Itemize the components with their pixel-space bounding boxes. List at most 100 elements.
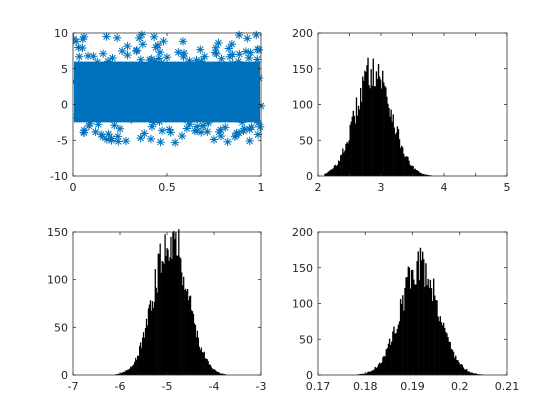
scatter-point	[178, 37, 188, 46]
histogram-bar	[133, 364, 135, 375]
y-tick-label: 0	[306, 170, 313, 183]
scatter-point	[249, 83, 258, 92]
histogram-bar	[347, 143, 349, 176]
histogram-bar	[375, 368, 378, 375]
histogram-bar	[391, 341, 393, 375]
x-tick-label: 0.21	[495, 380, 520, 393]
scatter-point	[115, 124, 125, 134]
scatter-point	[198, 121, 208, 131]
histogram-bar	[416, 261, 418, 375]
scatter-point	[149, 118, 158, 127]
histogram-bar	[377, 364, 380, 375]
scatter-point	[106, 93, 115, 103]
histogram-bar	[397, 129, 400, 176]
histogram-bar	[191, 311, 194, 375]
histogram-bar	[185, 291, 188, 375]
x-tick-label: 2	[315, 181, 322, 194]
histogram-bar	[127, 369, 129, 375]
histogram-bar	[409, 164, 411, 176]
histogram-bar	[475, 373, 478, 375]
histogram-bars	[324, 57, 433, 176]
histogram-bar	[340, 155, 342, 176]
histogram-bar	[411, 165, 413, 176]
histogram-bar	[121, 372, 123, 375]
histogram-bar	[365, 72, 367, 176]
histogram-bar	[160, 272, 162, 375]
histogram-bar	[406, 156, 408, 176]
histogram-bar	[412, 166, 414, 176]
scatter-point	[81, 85, 91, 94]
x-tick-label: 0.5	[158, 181, 176, 194]
histogram-bar	[432, 278, 435, 375]
histogram-bar	[397, 324, 400, 375]
histogram-bar	[221, 373, 223, 375]
histogram-bar	[188, 296, 191, 375]
histogram-bar	[177, 255, 179, 375]
histogram-bar	[455, 355, 457, 375]
histogram-bar	[353, 115, 356, 176]
scatter-point	[75, 52, 84, 61]
scatter-point	[134, 80, 143, 89]
histogram-bar	[468, 371, 470, 375]
histogram-bar	[167, 249, 169, 375]
histogram-bar	[472, 373, 475, 375]
histogram-bar	[421, 251, 424, 375]
histogram-bar	[382, 70, 384, 176]
histogram-bar	[170, 236, 172, 375]
histogram-bar	[392, 114, 394, 176]
scatter-point	[179, 52, 188, 62]
scatter-point	[189, 103, 198, 112]
histogram-bar	[413, 279, 415, 375]
histogram-bar	[218, 372, 220, 375]
histogram-bar	[453, 357, 456, 375]
scatter-point	[226, 113, 236, 123]
histogram-bar	[200, 347, 202, 375]
scatter-point	[149, 86, 159, 95]
x-tick-label: 3	[378, 181, 385, 194]
histogram-bar	[339, 161, 341, 176]
histogram-bar	[375, 71, 378, 176]
histogram-bar	[384, 356, 386, 375]
histogram-bar	[343, 152, 345, 176]
histogram-bar	[217, 371, 219, 375]
histogram-bar	[407, 156, 409, 176]
histogram-bar	[330, 169, 332, 176]
histogram-bar	[436, 300, 438, 375]
scatter-point	[83, 51, 93, 61]
histogram-bar	[182, 285, 184, 375]
scatter-point	[179, 64, 189, 73]
histogram-bars	[114, 229, 227, 375]
histogram-bar	[196, 330, 199, 375]
histogram-bar	[402, 147, 404, 176]
scatter-point	[147, 122, 157, 131]
scatter-point	[145, 55, 154, 65]
x-tick-label: -6	[115, 380, 126, 393]
x-tick-label: 4	[441, 181, 448, 194]
scatter-point	[198, 111, 207, 121]
scatter-point	[247, 122, 256, 132]
histogram-bar	[138, 346, 141, 375]
histogram-bar	[419, 172, 422, 176]
y-tick-label: 100	[292, 298, 313, 311]
histogram-bar	[434, 295, 436, 375]
y-tick-label: 100	[47, 274, 68, 287]
scatter-point	[255, 122, 265, 132]
histogram-bar	[406, 277, 408, 375]
histogram-bar	[187, 300, 190, 375]
scatter-point	[112, 33, 122, 43]
scatter-point	[144, 76, 153, 86]
histogram-bar	[477, 374, 479, 375]
histogram-bar	[439, 316, 441, 375]
histogram-bar	[417, 251, 419, 375]
scatter-point	[243, 88, 253, 98]
histogram-bar	[180, 258, 182, 375]
histogram-bar	[206, 359, 208, 375]
histogram-bar	[420, 260, 423, 375]
histogram-bar	[185, 288, 187, 375]
histogram-bar	[437, 316, 439, 375]
scatter-point	[211, 62, 221, 71]
scatter-point	[151, 43, 160, 52]
histogram-bars	[356, 247, 484, 375]
histogram-bar	[337, 160, 340, 176]
